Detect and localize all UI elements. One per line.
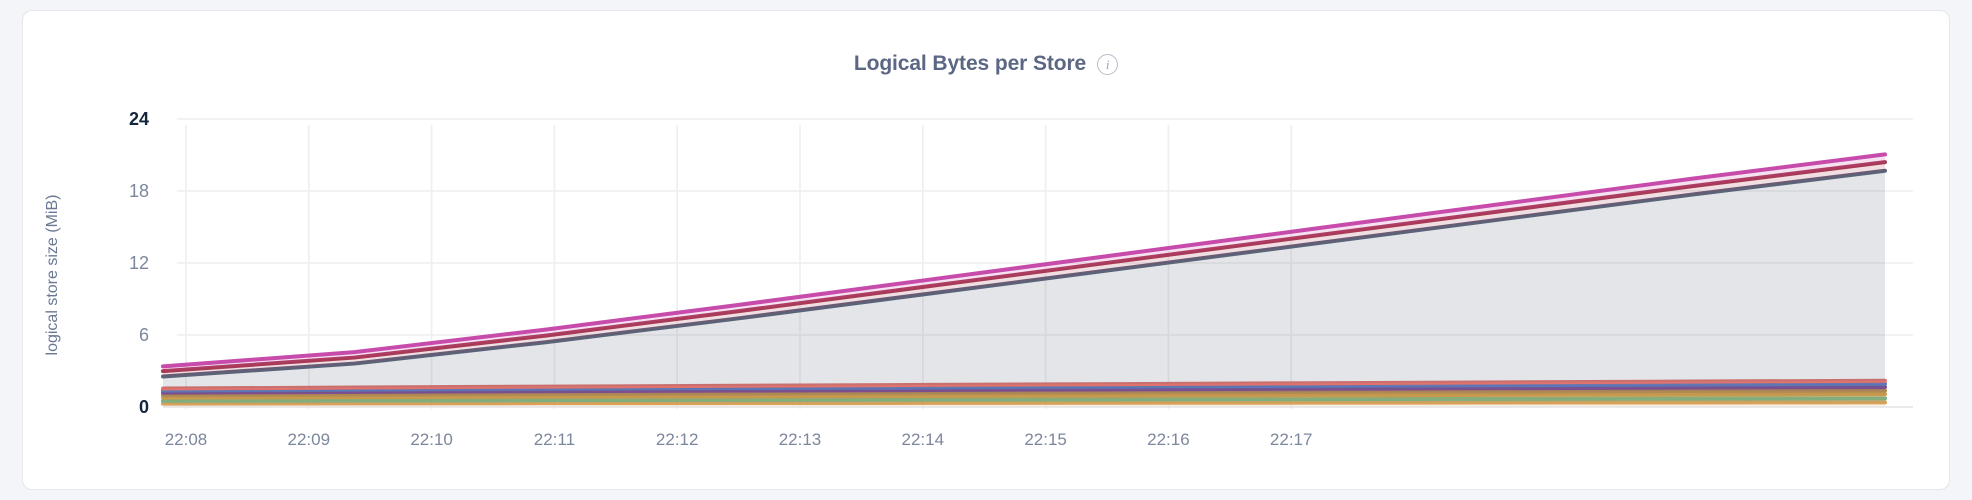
x-tick-label: 22:17: [1269, 430, 1313, 449]
chart-series-layer: [161, 152, 1913, 408]
x-tick-label: 22:10: [410, 430, 453, 449]
y-tick-label: 6: [138, 325, 149, 345]
x-tick-label: 22:12: [655, 430, 699, 449]
chart-panel-card: Logical Bytes per Store i logical store …: [22, 10, 1950, 490]
y-tick-label: 0: [138, 397, 149, 417]
x-tick-label: 22:13: [778, 430, 822, 449]
y-tick-label: 12: [128, 253, 149, 273]
x-tick-label: 22:15: [1024, 430, 1067, 449]
info-circle-icon[interactable]: i: [1097, 53, 1119, 75]
panel-header: Logical Bytes per Store i: [23, 47, 1949, 81]
y-tick-label: 24: [128, 109, 149, 129]
x-tick-label: 22:09: [287, 430, 331, 449]
x-tick-label: 22:14: [901, 430, 945, 449]
page-title: Logical Bytes per Store: [853, 52, 1087, 75]
x-tick-label: 22:08: [164, 430, 208, 449]
x-tick-label: 22:11: [533, 430, 576, 449]
chart-gridlines: [177, 118, 1913, 409]
y-tick-label: 18: [128, 181, 149, 201]
x-tick-label: 22:16: [1147, 430, 1190, 449]
chart-plot-area: logical store size (MiB) 0 6 12 18 24 22:08 22…: [23, 11, 1951, 491]
